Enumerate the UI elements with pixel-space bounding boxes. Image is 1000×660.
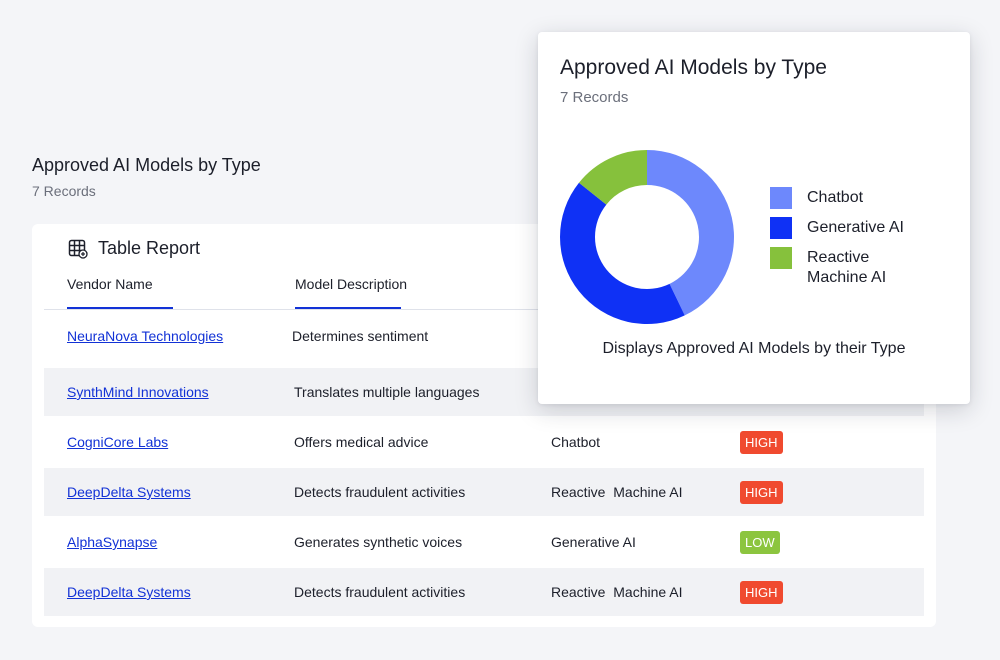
column-header-underline xyxy=(295,307,401,310)
vendor-name-link[interactable]: DeepDelta Systems xyxy=(67,484,191,500)
model-description-cell: Generates synthetic voices xyxy=(294,534,463,550)
chart-popover-card: Approved AI Models by Type 7 Records Cha… xyxy=(538,32,970,404)
legend-item[interactable]: Generative AI xyxy=(770,217,904,239)
table-row: DeepDelta Systems Detects fraudulent acti… xyxy=(44,568,924,616)
column-header-underline xyxy=(67,307,173,310)
vendor-name-link[interactable]: AlphaSynapse xyxy=(67,534,158,550)
chart-record-count: 7 Records xyxy=(560,89,629,106)
legend-label: Reactive Machine AI xyxy=(807,249,887,286)
table-grid-icon xyxy=(68,239,88,259)
report-title: Approved AI Models by Type xyxy=(32,155,261,175)
model-description-cell: Offers medical advice xyxy=(294,434,429,450)
vendor-name-link[interactable]: CogniCore Labs xyxy=(67,434,169,450)
table-row: NeuraNova Technologies Determines sentime… xyxy=(44,312,924,360)
table-row: DeepDelta Systems Detects fraudulent acti… xyxy=(44,468,924,516)
donut-slice-chatbot[interactable] xyxy=(647,150,734,316)
vendor-name-link[interactable]: NeuraNova Technologies xyxy=(67,328,224,344)
column-header-model-description[interactable]: Model Description xyxy=(295,276,408,292)
report-record-count: 7 Records xyxy=(32,183,96,199)
model-type-cell: Generative AI xyxy=(551,534,636,550)
legend-item[interactable]: Reactive Machine AI xyxy=(770,247,886,286)
model-type-cell: Reactive Machine AI xyxy=(551,584,683,600)
legend-swatch xyxy=(770,187,792,209)
model-description-cell: Detects fraudulent activities xyxy=(294,584,466,600)
donut-slice-reactive-machine-ai[interactable] xyxy=(578,150,647,205)
table-row: AlphaSynapse Generates synthetic voices Ge… xyxy=(44,518,924,566)
table-header-divider xyxy=(44,309,924,310)
model-type-cell: Chatbot xyxy=(551,434,601,450)
table-row: CogniCore Labs Offers medical advice Chatb… xyxy=(44,418,924,466)
vendor-name-link[interactable]: SynthMind Innovations xyxy=(67,384,209,400)
donut-chart[interactable] xyxy=(558,148,736,326)
legend-item[interactable]: Chatbot xyxy=(770,187,863,209)
risk-level-badge: HIGH xyxy=(740,480,783,504)
donut-slice-generative-ai[interactable] xyxy=(560,182,685,324)
table-report-header: Table Report xyxy=(68,238,200,259)
model-description-cell: Determines sentiment xyxy=(292,328,429,344)
vendor-name-link[interactable]: DeepDelta Systems xyxy=(67,584,191,600)
risk-level-badge: HIGH xyxy=(740,430,783,454)
model-description-cell: Detects fraudulent activities xyxy=(294,484,466,500)
column-header-vendor-name[interactable]: Vendor Name xyxy=(67,276,153,292)
table-report-title: Table Report xyxy=(98,238,201,258)
risk-level-badge: HIGH xyxy=(740,580,783,604)
model-description-cell: Translates multiple languages xyxy=(294,384,480,400)
legend-label: Chatbot xyxy=(807,189,864,206)
chart-caption: Displays Approved AI Models by their Typ… xyxy=(602,340,906,357)
chart-title: Approved AI Models by Type xyxy=(560,56,827,79)
legend-label: Generative AI xyxy=(807,219,904,236)
legend-swatch xyxy=(770,217,792,239)
model-type-cell: Reactive Machine AI xyxy=(551,484,683,500)
risk-level-badge: LOW xyxy=(740,530,780,554)
legend-swatch xyxy=(770,247,792,269)
